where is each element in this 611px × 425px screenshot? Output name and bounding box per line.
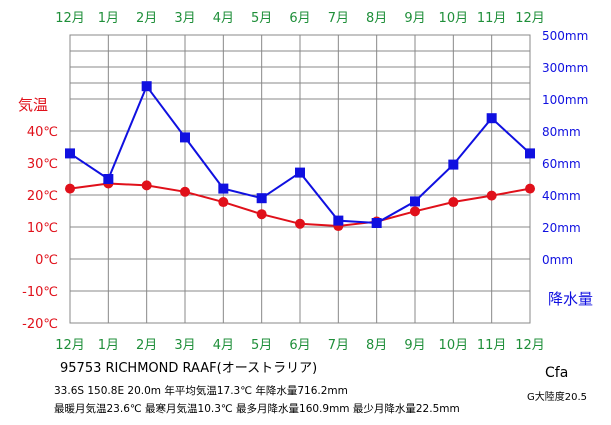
precipitation-point — [218, 183, 229, 194]
precipitation-point — [410, 196, 420, 207]
month-label-bottom: 12月 — [515, 338, 545, 353]
precipitation-tick-label: 300mm — [542, 61, 588, 75]
precipitation-point — [180, 132, 190, 143]
precipitation-point — [371, 218, 382, 228]
month-label-top: 8月 — [366, 11, 387, 26]
month-label-bottom: 3月 — [174, 338, 195, 353]
month-label-bottom: 9月 — [404, 338, 425, 353]
month-label-top: 1月 — [98, 11, 119, 26]
temperature-point — [256, 209, 267, 220]
precipitation-point — [295, 167, 305, 178]
month-label-top: 11月 — [477, 11, 507, 26]
month-label-bottom: 11月 — [477, 338, 507, 353]
grid-lines — [69, 34, 531, 324]
month-label-top: 12月 — [515, 11, 545, 26]
month-label-top: 5月 — [251, 11, 272, 26]
month-labels-bottom: 12月 1月 2月 3月 4月 5月 6月 7月 8月 9月 10月 11月 12月 — [55, 338, 545, 353]
station-summary-line2: 最暖月気温23.6℃ 最寒月気温10.3℃ 最多月降水量160.9mm 最少月降… — [54, 403, 460, 415]
precipitation-point — [256, 193, 267, 204]
month-label-top: 12月 — [55, 11, 85, 26]
precipitation-tick-label: 40mm — [542, 189, 581, 203]
precipitation-point — [65, 148, 75, 159]
precipitation-tick-label: 20mm — [542, 221, 581, 235]
month-label-top: 9月 — [404, 11, 425, 26]
temperature-tick-label: -10℃ — [22, 285, 58, 300]
precipitation-point — [448, 159, 459, 170]
temperature-point — [448, 197, 459, 208]
month-label-top: 10月 — [439, 11, 469, 26]
month-label-bottom: 8月 — [366, 338, 387, 353]
temperature-tick-labels: 40℃ 30℃ 20℃ 10℃ 0℃ -10℃ -20℃ — [22, 125, 58, 332]
temperature-point — [410, 206, 420, 217]
month-label-top: 3月 — [174, 11, 195, 26]
temperature-point — [180, 186, 190, 197]
month-label-bottom: 5月 — [251, 338, 272, 353]
month-label-top: 7月 — [328, 11, 349, 26]
precipitation-point — [103, 174, 114, 184]
month-label-top: 4月 — [213, 11, 234, 26]
temperature-tick-label: -20℃ — [22, 317, 58, 332]
precipitation-point — [333, 215, 344, 226]
temperature-point — [218, 197, 229, 208]
month-label-bottom: 1月 — [98, 338, 119, 353]
temperature-axis-label: 気温 — [18, 96, 48, 114]
month-label-bottom: 10月 — [439, 338, 469, 353]
temperature-tick-label: 20℃ — [27, 189, 58, 204]
precipitation-axis-label: 降水量 — [548, 290, 593, 308]
month-labels-top: 12月 1月 2月 3月 4月 5月 6月 7月 8月 9月 10月 11月 12月 — [55, 11, 545, 26]
temperature-tick-label: 40℃ — [27, 125, 58, 140]
month-label-top: 2月 — [136, 11, 157, 26]
precipitation-tick-label: 60mm — [542, 157, 581, 171]
precipitation-point — [141, 81, 152, 92]
precipitation-point — [525, 148, 535, 159]
temperature-point — [295, 218, 305, 229]
climate-class: Cfa — [545, 365, 569, 381]
precipitation-tick-label: 500mm — [542, 29, 588, 43]
temperature-point — [486, 190, 497, 201]
precipitation-tick-label: 80mm — [542, 125, 581, 139]
temperature-point — [65, 183, 75, 194]
precipitation-tick-labels: 500mm 300mm 100mm 80mm 60mm 40mm 20mm 0mm — [542, 29, 588, 267]
temperature-point — [525, 183, 535, 194]
temperature-tick-label: 30℃ — [27, 157, 58, 172]
data-series — [65, 81, 535, 232]
month-label-top: 6月 — [289, 11, 310, 26]
temperature-point — [141, 180, 152, 191]
station-summary-line1: 33.6S 150.8E 20.0m 年平均気温17.3℃ 年降水量716.2m… — [54, 385, 348, 397]
month-label-bottom: 6月 — [289, 338, 310, 353]
temperature-tick-label: 0℃ — [35, 253, 58, 268]
month-label-bottom: 2月 — [136, 338, 157, 353]
precipitation-point — [486, 113, 497, 124]
temperature-tick-label: 10℃ — [27, 221, 58, 236]
month-label-bottom: 4月 — [213, 338, 234, 353]
precipitation-tick-label: 100mm — [542, 93, 588, 107]
month-label-bottom: 7月 — [328, 338, 349, 353]
month-label-bottom: 12月 — [55, 338, 85, 353]
station-title: 95753 RICHMOND RAAF(オーストラリア) — [60, 361, 318, 376]
precipitation-tick-label: 0mm — [542, 253, 573, 267]
continentality-index: G大陸度20.5 — [527, 392, 588, 403]
